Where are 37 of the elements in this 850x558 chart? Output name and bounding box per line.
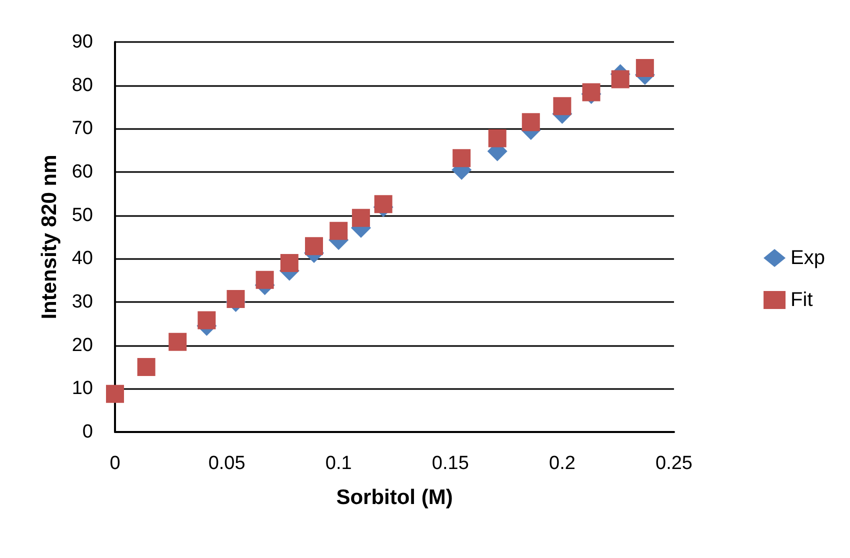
point <box>330 222 348 240</box>
point <box>137 358 156 376</box>
point <box>374 195 392 214</box>
y-tick-label: 60 <box>72 162 93 182</box>
y-tick-label: 50 <box>72 204 93 226</box>
x-tick-label: 0.25 <box>656 453 692 474</box>
x-tick-label: 0 <box>110 453 120 474</box>
point <box>198 311 216 330</box>
y-tick-label: 0 <box>82 422 93 442</box>
point <box>553 97 572 116</box>
x-tick-label: 0.2 <box>548 453 576 474</box>
x-axis-title: Sorbitol (M) <box>336 486 453 509</box>
legend-label: Exp <box>790 247 826 269</box>
point <box>305 237 324 256</box>
y-tick-label: 90 <box>72 32 93 52</box>
point <box>522 113 540 132</box>
y-tick-label: 80 <box>72 74 93 96</box>
point <box>106 384 124 403</box>
y-tick-label: 40 <box>72 248 93 270</box>
x-tick-label: 0.15 <box>432 453 469 474</box>
y-axis-title: Intensity 820 nm <box>38 154 61 320</box>
point <box>352 208 370 227</box>
point <box>452 149 471 168</box>
point <box>636 59 654 77</box>
point <box>611 70 630 88</box>
x-tick-label: 0.1 <box>325 453 352 474</box>
y-tick-label: 10 <box>72 378 93 400</box>
y-tick-label: 70 <box>72 118 93 140</box>
y-tick-label: 30 <box>72 292 93 312</box>
point <box>280 254 298 272</box>
point <box>256 270 274 289</box>
legend-label: Fit <box>790 289 814 311</box>
x-tick-label: 0.05 <box>208 453 246 474</box>
point <box>582 83 600 102</box>
point <box>168 332 187 351</box>
y-tick-label: 20 <box>72 334 93 356</box>
point <box>488 129 506 148</box>
